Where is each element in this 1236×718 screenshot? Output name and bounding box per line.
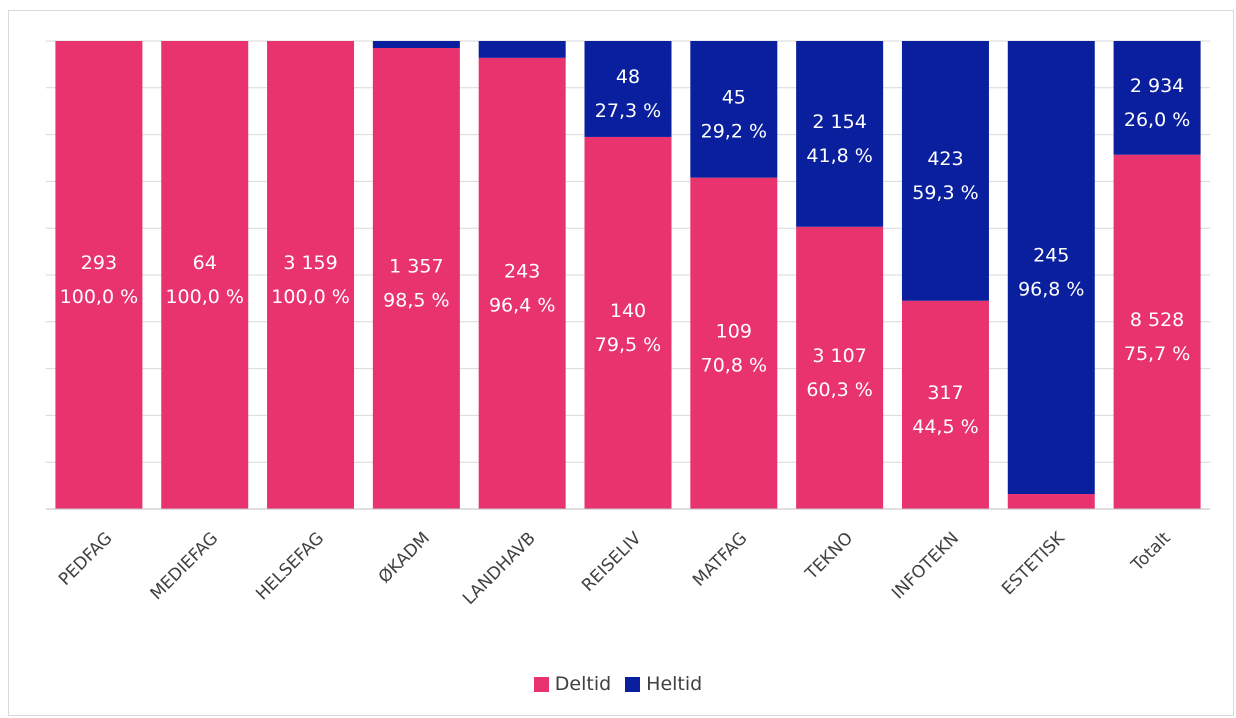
- data-label-percent: 100,0 %: [271, 286, 350, 308]
- data-label-count: 64: [193, 252, 217, 274]
- data-label-count: 48: [616, 66, 640, 88]
- bar-heltid-8: [901, 41, 989, 301]
- data-label-count: 109: [716, 320, 752, 342]
- data-label-percent: 75,7 %: [1124, 343, 1190, 365]
- category-labels: PEDFAG MEDIEFAG HELSEFAG ØKADM LANDHAVB REISE…: [55, 528, 1175, 609]
- bar-heltid-6: [690, 41, 778, 178]
- bar-deltid-5: [584, 136, 672, 509]
- data-label-percent: 59,3 %: [912, 182, 978, 204]
- data-label-percent: 70,8 %: [701, 354, 767, 376]
- data-label-count: 140: [610, 300, 646, 322]
- data-label-count: 1 357: [389, 256, 443, 278]
- bar-deltid-2: [267, 41, 355, 509]
- data-label-count: 2 154: [812, 111, 866, 133]
- data-label-count: 317: [927, 382, 963, 404]
- category-label: ØKADM: [375, 528, 434, 587]
- category-label: HELSEFAG: [252, 528, 328, 604]
- category-label: MEDIEFAG: [147, 528, 223, 604]
- data-label-count: 293: [81, 252, 117, 274]
- legend-item-deltid: Deltid: [533, 673, 612, 695]
- bar-heltid-4: [478, 41, 566, 58]
- category-label: PEDFAG: [55, 528, 116, 589]
- category-label: LANDHAVB: [459, 528, 540, 609]
- category-label: REISELIV: [578, 528, 646, 596]
- legend-label-heltid: Heltid: [646, 673, 703, 695]
- bar-deltid-9: [1007, 494, 1095, 509]
- data-label-count: 423: [927, 148, 963, 170]
- data-label-percent: 44,5 %: [912, 416, 978, 438]
- bar-heltid-10: [1113, 41, 1201, 155]
- data-label-count: 243: [504, 260, 540, 282]
- data-label-percent: 100,0 %: [60, 286, 139, 308]
- data-label-count: 45: [722, 86, 746, 108]
- bar-heltid-5: [584, 41, 672, 137]
- data-label-percent: 26,0 %: [1124, 109, 1190, 131]
- category-label: TEKNO: [801, 528, 857, 584]
- bar-deltid-0: [55, 41, 143, 509]
- category-label: INFOTEKN: [888, 528, 963, 603]
- data-label-count: 245: [1033, 245, 1069, 267]
- data-label-percent: 100,0 %: [165, 286, 244, 308]
- legend-swatch-deltid: [533, 676, 549, 692]
- data-label-percent: 79,5 %: [595, 334, 661, 356]
- legend: Deltid Heltid: [0, 673, 1236, 695]
- legend-label-deltid: Deltid: [554, 673, 612, 695]
- bar-deltid-10: [1113, 154, 1201, 509]
- bar-deltid-6: [690, 177, 778, 509]
- bar-deltid-1: [161, 41, 249, 509]
- category-label: Totalt: [1127, 528, 1175, 576]
- legend-item-heltid: Heltid: [625, 673, 702, 695]
- bar-heltid-9: [1007, 41, 1095, 495]
- data-label-count: 3 159: [283, 252, 337, 274]
- data-label-percent: 98,5 %: [383, 290, 449, 312]
- category-label: ESTETISK: [998, 528, 1069, 599]
- data-label-percent: 96,8 %: [1018, 279, 1084, 301]
- bar-deltid-7: [796, 226, 884, 509]
- legend-swatch-heltid: [625, 676, 641, 692]
- data-label-percent: 27,3 %: [595, 100, 661, 122]
- bar-deltid-4: [478, 57, 566, 510]
- data-label-percent: 41,8 %: [806, 145, 872, 167]
- bar-deltid-8: [901, 300, 989, 509]
- data-label-percent: 29,2 %: [701, 120, 767, 142]
- bar-heltid-7: [796, 41, 884, 227]
- data-label-count: 8 528: [1130, 309, 1184, 331]
- data-label-count: 3 107: [812, 345, 866, 367]
- data-label-count: 2 934: [1130, 75, 1184, 97]
- bar-heltid-3: [372, 41, 460, 49]
- bar-deltid-3: [372, 48, 460, 510]
- bars: [55, 41, 1201, 510]
- data-label-percent: 60,3 %: [806, 379, 872, 401]
- category-label: MATFAG: [689, 528, 751, 590]
- data-label-percent: 96,4 %: [489, 294, 555, 316]
- data-labels: 293 100,0 % 64 100,0 % 3 159 100,0 % 1 357 98,5…: [60, 66, 1191, 438]
